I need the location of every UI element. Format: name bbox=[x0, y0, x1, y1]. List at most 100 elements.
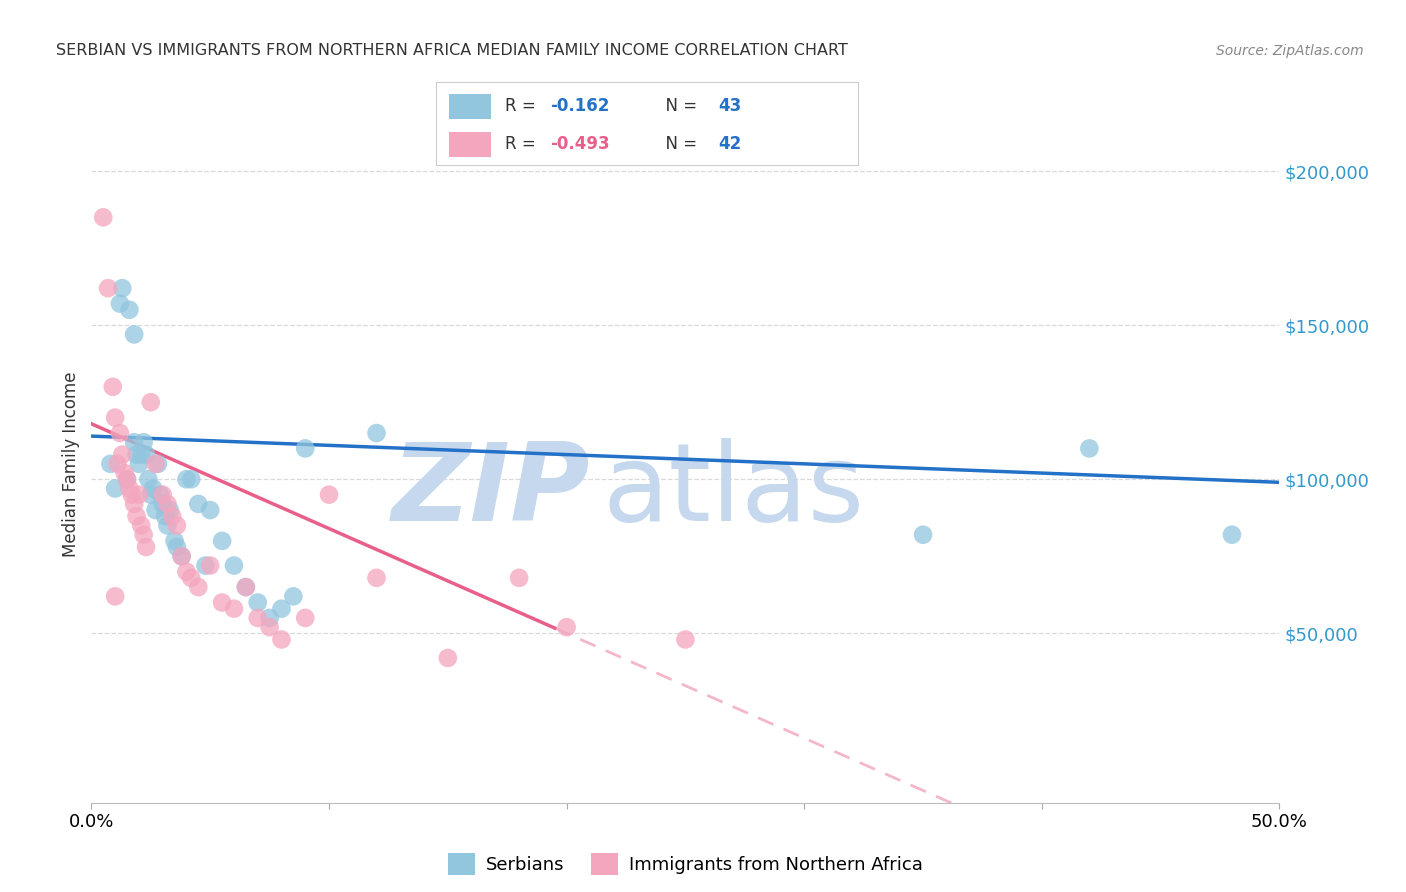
Point bbox=[180, 472, 202, 486]
Point bbox=[294, 611, 316, 625]
Point bbox=[1220, 527, 1243, 541]
Point bbox=[270, 601, 292, 615]
Point bbox=[111, 281, 134, 295]
Point bbox=[187, 580, 209, 594]
Point bbox=[176, 472, 198, 486]
Point bbox=[139, 395, 162, 409]
FancyBboxPatch shape bbox=[449, 94, 491, 119]
Point bbox=[187, 497, 209, 511]
Text: 43: 43 bbox=[718, 96, 742, 115]
Point bbox=[436, 651, 458, 665]
Point bbox=[246, 595, 269, 609]
Point bbox=[283, 590, 305, 604]
Point bbox=[129, 518, 152, 533]
Point bbox=[170, 549, 193, 564]
Point bbox=[111, 448, 134, 462]
Point bbox=[160, 509, 183, 524]
Point bbox=[270, 632, 292, 647]
Point bbox=[235, 580, 257, 594]
Point bbox=[180, 571, 202, 585]
Point bbox=[104, 482, 127, 496]
Point bbox=[138, 472, 160, 486]
Point bbox=[153, 509, 176, 524]
Point bbox=[235, 580, 257, 594]
Text: 42: 42 bbox=[718, 135, 742, 153]
Point bbox=[163, 533, 186, 548]
FancyBboxPatch shape bbox=[449, 132, 491, 157]
Point bbox=[91, 211, 114, 225]
Point bbox=[129, 448, 152, 462]
Point bbox=[114, 466, 136, 480]
Point bbox=[139, 488, 162, 502]
Point bbox=[366, 425, 388, 440]
Point bbox=[115, 472, 138, 486]
Point bbox=[100, 457, 122, 471]
Point bbox=[1078, 442, 1101, 456]
Point bbox=[128, 488, 150, 502]
Point bbox=[145, 503, 167, 517]
Text: N =: N = bbox=[655, 135, 703, 153]
Point bbox=[128, 457, 150, 471]
Point bbox=[555, 620, 578, 634]
Point bbox=[101, 380, 124, 394]
Point bbox=[156, 497, 179, 511]
Point bbox=[122, 497, 145, 511]
Point bbox=[246, 611, 269, 625]
Point bbox=[200, 503, 222, 517]
Point bbox=[911, 527, 934, 541]
Point bbox=[97, 281, 120, 295]
Point bbox=[125, 509, 148, 524]
Point bbox=[104, 590, 127, 604]
Point bbox=[170, 549, 193, 564]
Legend: Serbians, Immigrants from Northern Africa: Serbians, Immigrants from Northern Afric… bbox=[440, 846, 931, 882]
Point bbox=[108, 425, 131, 440]
Point bbox=[135, 448, 157, 462]
Point bbox=[152, 497, 174, 511]
Point bbox=[132, 435, 155, 450]
Text: ZIP: ZIP bbox=[392, 438, 591, 544]
Point bbox=[121, 488, 143, 502]
Point bbox=[142, 482, 165, 496]
Point bbox=[108, 296, 131, 310]
Point bbox=[118, 302, 141, 317]
Point bbox=[211, 595, 233, 609]
Point bbox=[366, 571, 388, 585]
Text: N =: N = bbox=[655, 96, 703, 115]
Point bbox=[107, 457, 129, 471]
Point bbox=[259, 611, 281, 625]
Text: Source: ZipAtlas.com: Source: ZipAtlas.com bbox=[1216, 44, 1364, 58]
Point bbox=[200, 558, 222, 573]
Point bbox=[118, 482, 141, 496]
Y-axis label: Median Family Income: Median Family Income bbox=[62, 371, 80, 557]
Point bbox=[132, 527, 155, 541]
Point bbox=[176, 565, 198, 579]
Point bbox=[146, 457, 169, 471]
Point bbox=[152, 488, 174, 502]
Point bbox=[115, 472, 138, 486]
Text: R =: R = bbox=[506, 135, 541, 153]
Text: SERBIAN VS IMMIGRANTS FROM NORTHERN AFRICA MEDIAN FAMILY INCOME CORRELATION CHAR: SERBIAN VS IMMIGRANTS FROM NORTHERN AFRI… bbox=[56, 43, 848, 58]
Point bbox=[211, 533, 233, 548]
Text: -0.493: -0.493 bbox=[550, 135, 609, 153]
Point bbox=[166, 540, 188, 554]
Point bbox=[508, 571, 530, 585]
Point bbox=[222, 601, 245, 615]
Point bbox=[104, 410, 127, 425]
Point bbox=[159, 503, 181, 517]
Point bbox=[222, 558, 245, 573]
Point bbox=[135, 540, 157, 554]
Point bbox=[294, 442, 316, 456]
Point bbox=[318, 488, 340, 502]
Point bbox=[122, 435, 145, 450]
Point bbox=[122, 327, 145, 342]
Point bbox=[673, 632, 696, 647]
Point bbox=[125, 448, 148, 462]
Point bbox=[194, 558, 217, 573]
Text: R =: R = bbox=[506, 96, 541, 115]
Point bbox=[145, 457, 167, 471]
Text: -0.162: -0.162 bbox=[550, 96, 609, 115]
Point bbox=[156, 518, 179, 533]
Point bbox=[166, 518, 188, 533]
Point bbox=[259, 620, 281, 634]
Point bbox=[149, 488, 172, 502]
